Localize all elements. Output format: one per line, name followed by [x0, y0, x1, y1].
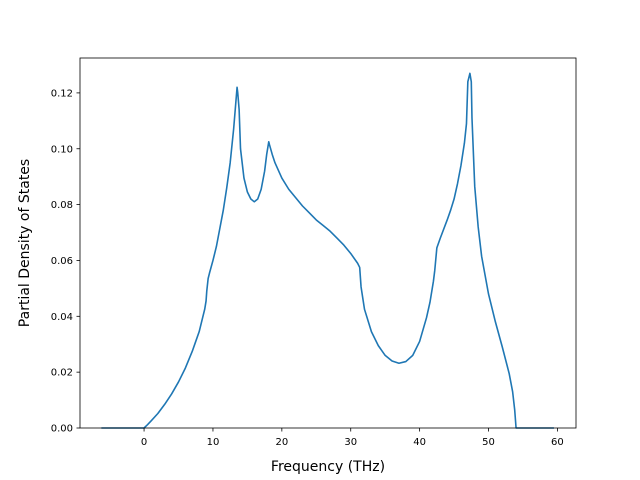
x-tick-label: 20: [275, 437, 288, 448]
x-tick-label: 60: [551, 437, 564, 448]
y-axis: 0.00 0.02 0.04 0.06 0.08 0.10 0.12: [51, 88, 80, 435]
y-tick-label: 0.08: [51, 200, 73, 211]
x-tick-label: 50: [482, 437, 495, 448]
y-tick-label: 0.12: [51, 88, 73, 99]
plot-frame: [79, 57, 577, 429]
plot-background: [80, 58, 576, 428]
y-axis-title: Partial Density of States: [17, 159, 33, 327]
y-tick-label: 0.04: [51, 312, 73, 323]
x-tick-label: 10: [207, 437, 220, 448]
x-tick-label: 30: [344, 437, 357, 448]
series-line-0: [101, 72, 554, 429]
y-tick-label: 0.10: [51, 144, 73, 155]
y-tick-label: 0.00: [51, 424, 73, 435]
x-axis-title: Frequency (THz): [271, 459, 385, 475]
series-layer: [101, 72, 554, 429]
y-tick-label: 0.06: [51, 256, 73, 267]
x-axis: 0 10 20 30 40 50 60: [141, 428, 564, 448]
y-tick-label: 0.02: [51, 368, 73, 379]
x-tick-label: 40: [413, 437, 426, 448]
x-tick-label: 0: [141, 437, 147, 448]
